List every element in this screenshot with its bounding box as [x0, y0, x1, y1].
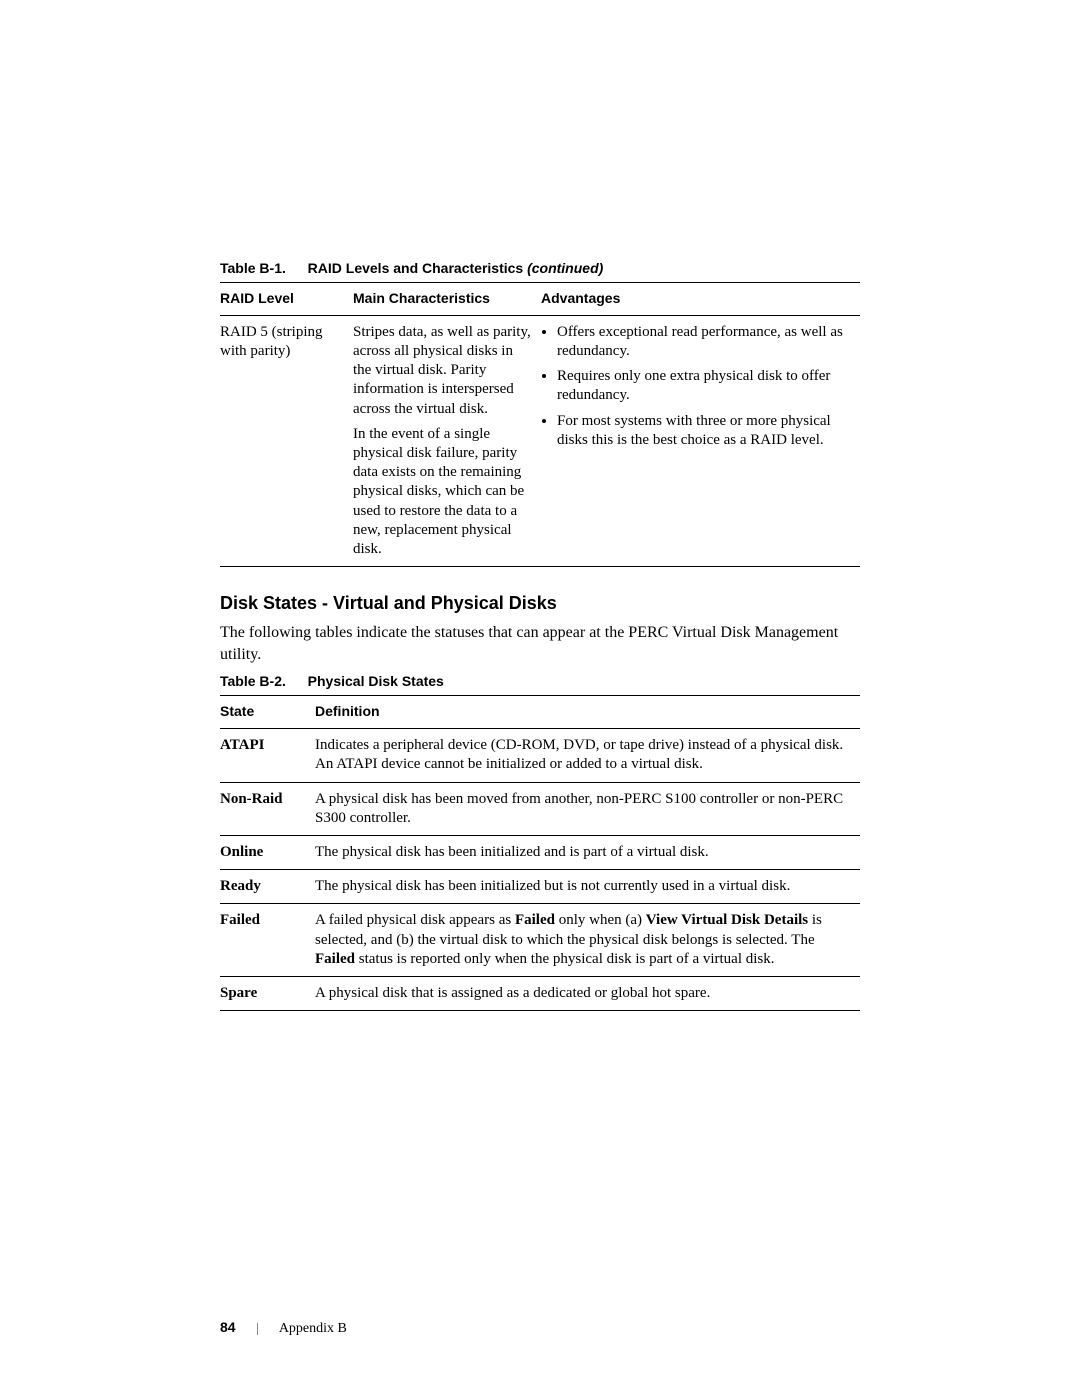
- table2-row: ATAPIIndicates a peripheral device (CD-R…: [220, 729, 860, 782]
- bold-term: Failed: [315, 951, 355, 967]
- definition-text: The physical disk has been initialized b…: [315, 878, 790, 894]
- disk-state-name: ATAPI: [220, 729, 315, 782]
- page: Table B-1. RAID Levels and Characteristi…: [0, 0, 1080, 1397]
- table1-header-advantages: Advantages: [541, 283, 860, 316]
- disk-state-definition: The physical disk has been initialized a…: [315, 836, 860, 870]
- disk-state-name: Spare: [220, 976, 315, 1010]
- table2-row: Non-RaidA physical disk has been moved f…: [220, 782, 860, 835]
- disk-state-definition: A physical disk that is assigned as a de…: [315, 976, 860, 1010]
- table2-row: ReadyThe physical disk has been initiali…: [220, 870, 860, 904]
- table1-caption-title: RAID Levels and Characteristics: [308, 260, 524, 276]
- table2-header-row: State Definition: [220, 696, 860, 729]
- definition-text: A physical disk has been moved from anot…: [315, 791, 843, 826]
- table2-header-definition: Definition: [315, 696, 860, 729]
- table2-caption-title: Physical Disk States: [308, 673, 444, 689]
- disk-state-name: Online: [220, 836, 315, 870]
- table1-caption-prefix: Table B-1.: [220, 260, 286, 276]
- definition-text: The physical disk has been initialized a…: [315, 844, 709, 860]
- disk-state-definition: The physical disk has been initialized b…: [315, 870, 860, 904]
- raid-level-cell: RAID 5 (striping with parity): [220, 315, 353, 566]
- section-heading-disk-states: Disk States - Virtual and Physical Disks: [220, 593, 860, 614]
- advantage-item: Requires only one extra physical disk to…: [557, 367, 850, 405]
- disk-state-name: Non-Raid: [220, 782, 315, 835]
- bold-term: Failed: [515, 912, 555, 928]
- raid-advantages-cell: Offers exceptional read performance, as …: [541, 315, 860, 566]
- table2-row: FailedA failed physical disk appears as …: [220, 904, 860, 977]
- disk-state-name: Ready: [220, 870, 315, 904]
- definition-text: only when (a): [555, 912, 646, 928]
- disk-state-definition: Indicates a peripheral device (CD-ROM, D…: [315, 729, 860, 782]
- table1-caption: Table B-1. RAID Levels and Characteristi…: [220, 260, 860, 276]
- table1-row-raid5: RAID 5 (striping with parity) Stripes da…: [220, 315, 860, 566]
- appendix-label: Appendix B: [279, 1321, 347, 1336]
- definition-text: A physical disk that is assigned as a de…: [315, 985, 710, 1001]
- table2-caption: Table B-2. Physical Disk States: [220, 673, 860, 689]
- table-raid-levels: RAID Level Main Characteristics Advantag…: [220, 282, 860, 567]
- disk-state-definition: A physical disk has been moved from anot…: [315, 782, 860, 835]
- definition-text: A failed physical disk appears as: [315, 912, 515, 928]
- table1-caption-suffix: (continued): [527, 260, 603, 276]
- raid-char-para1: Stripes data, as well as parity, across …: [353, 323, 531, 419]
- disk-state-name: Failed: [220, 904, 315, 977]
- table2-header-state: State: [220, 696, 315, 729]
- page-footer: 84 Appendix B: [220, 1319, 347, 1337]
- footer-separator: [257, 1323, 258, 1335]
- advantages-list: Offers exceptional read performance, as …: [541, 323, 850, 450]
- advantage-item: For most systems with three or more phys…: [557, 412, 850, 450]
- bold-term: View Virtual Disk Details: [646, 912, 808, 928]
- table2-row: SpareA physical disk that is assigned as…: [220, 976, 860, 1010]
- disk-state-definition: A failed physical disk appears as Failed…: [315, 904, 860, 977]
- raid-characteristics-cell: Stripes data, as well as parity, across …: [353, 315, 541, 566]
- definition-text: Indicates a peripheral device (CD-ROM, D…: [315, 737, 843, 772]
- advantage-item: Offers exceptional read performance, as …: [557, 323, 850, 361]
- section-lead-text: The following tables indicate the status…: [220, 622, 860, 665]
- raid-char-para2: In the event of a single physical disk f…: [353, 425, 531, 559]
- table2-row: OnlineThe physical disk has been initial…: [220, 836, 860, 870]
- table1-header-characteristics: Main Characteristics: [353, 283, 541, 316]
- table2-caption-prefix: Table B-2.: [220, 673, 286, 689]
- table1-header-row: RAID Level Main Characteristics Advantag…: [220, 283, 860, 316]
- table1-header-level: RAID Level: [220, 283, 353, 316]
- page-number: 84: [220, 1319, 236, 1335]
- table-physical-disk-states: State Definition ATAPIIndicates a periph…: [220, 695, 860, 1011]
- definition-text: status is reported only when the physica…: [355, 951, 775, 967]
